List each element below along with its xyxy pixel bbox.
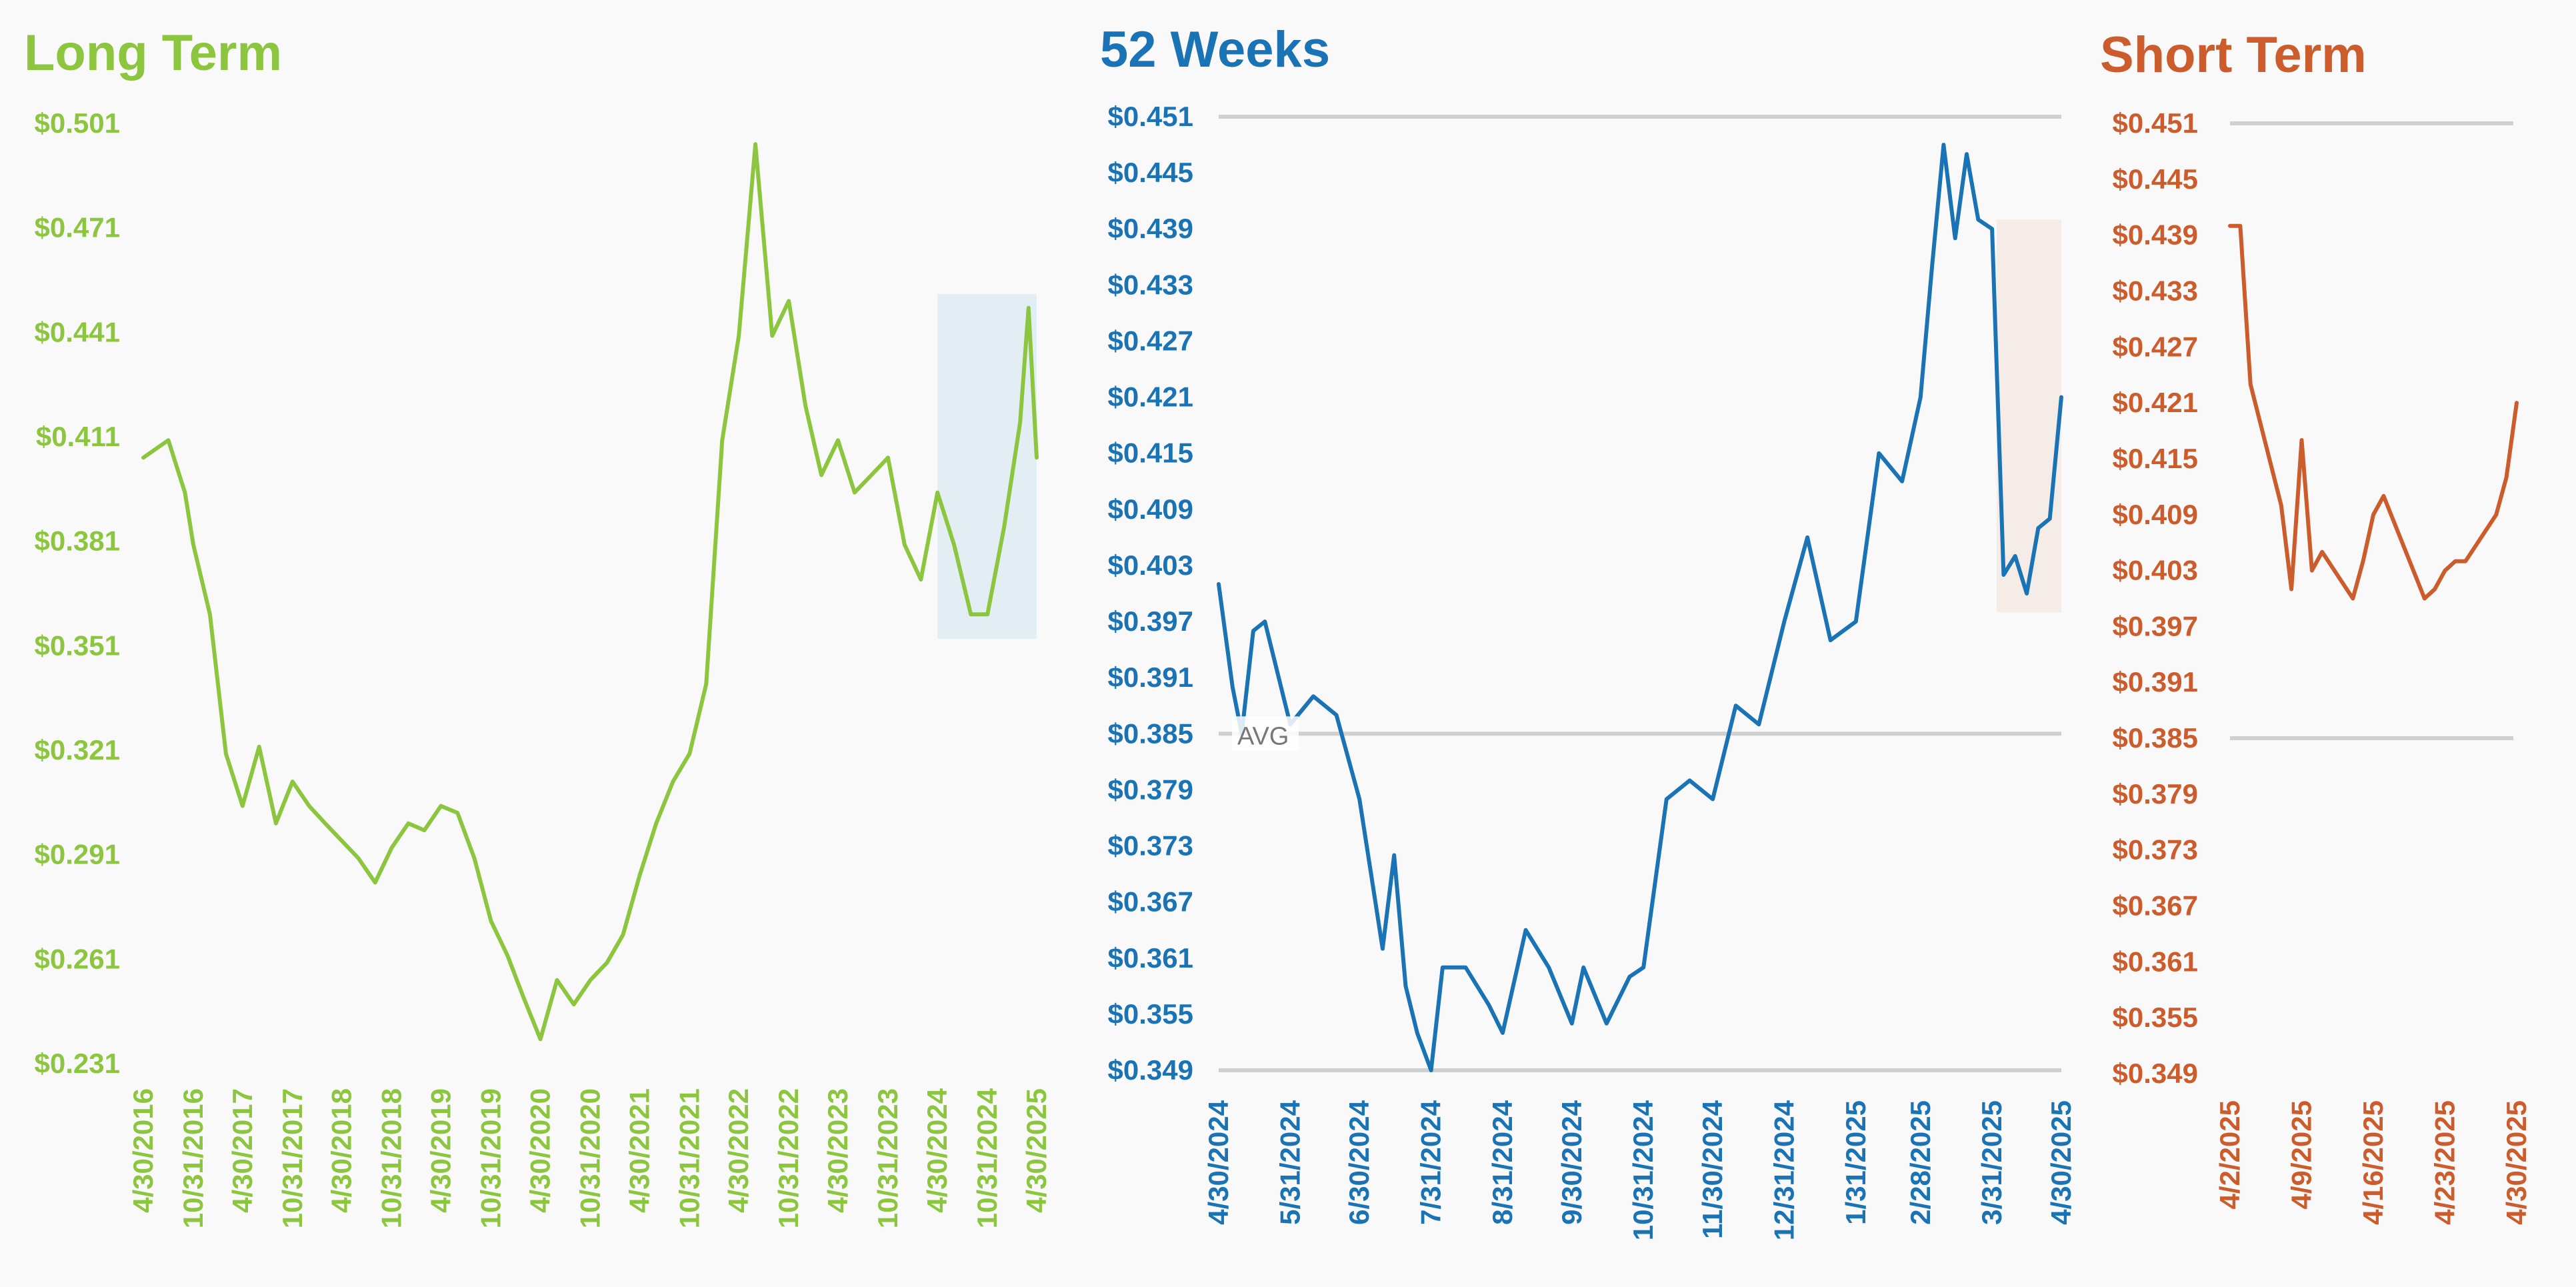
x-tick-label: 10/31/2016 [177, 1088, 209, 1228]
x-tick-label: 4/30/2024 [921, 1088, 953, 1212]
x-tick-label: 4/30/2025 [2045, 1100, 2077, 1225]
highlight-range [937, 293, 1037, 639]
y-tick-label: $0.421 [2113, 387, 2198, 418]
y-tick-label: $0.349 [2113, 1058, 2198, 1089]
y-tick-label: $0.361 [2113, 946, 2198, 977]
y-tick-label: $0.379 [1108, 774, 1193, 805]
x-tick-label: 7/31/2024 [1415, 1100, 1447, 1224]
x-tick-label: 4/30/2025 [2501, 1100, 2532, 1225]
x-tick-label: 4/30/2016 [127, 1088, 159, 1213]
y-tick-label: $0.349 [1108, 1054, 1193, 1086]
y-tick-label: $0.427 [2113, 331, 2198, 362]
x-tick-label: 4/30/2019 [425, 1088, 456, 1213]
avg-label: AVG [1237, 722, 1289, 750]
y-tick-label: $0.427 [1108, 325, 1193, 356]
x-tick-label: 11/30/2024 [1697, 1100, 1728, 1239]
y-tick-label: $0.415 [1108, 437, 1193, 469]
y-tick-label: $0.439 [2113, 219, 2198, 251]
x-tick-label: 10/31/2024 [1627, 1100, 1659, 1240]
chart-title: Short Term [2100, 27, 2367, 83]
x-tick-label: 8/31/2024 [1487, 1100, 1518, 1224]
x-tick-label: 4/23/2025 [2429, 1100, 2461, 1225]
y-tick-label: $0.471 [35, 212, 120, 243]
y-tick-label: $0.441 [35, 316, 120, 347]
chart-panel-2: 52 Weeks $0.451 $0.445 $0.439 $0.433 $0.427 $0… [1100, 21, 2077, 1240]
chart-panel-3: Short Term $0.451 $0.445 $0.439 $0.433 $0.427… [2100, 27, 2532, 1225]
x-tick-label: 10/31/2020 [575, 1088, 606, 1228]
y-tick-label: $0.403 [1108, 549, 1193, 581]
x-tick-label: 6/30/2024 [1343, 1100, 1375, 1224]
y-tick-label: $0.385 [1108, 718, 1193, 749]
avg-label-bg [1232, 716, 1299, 752]
x-tick-label: 4/30/2024 [1203, 1100, 1234, 1224]
y-tick-label: $0.409 [2113, 499, 2198, 530]
y-tick-label: $0.367 [2113, 890, 2198, 922]
x-tick-label: 10/31/2019 [475, 1088, 506, 1228]
y-tick-label: $0.421 [1108, 381, 1193, 413]
price-series-line [141, 142, 1039, 1042]
y-tick-label: $0.367 [1108, 886, 1193, 918]
y-tick-label: $0.411 [36, 421, 120, 452]
y-tick-label: $0.445 [2113, 163, 2198, 195]
chart-panel-1: Long Term $0.501 $0.471 $0.441 $0.411 $0.381 $… [24, 25, 1052, 1228]
y-tick-label: $0.385 [2113, 722, 2198, 754]
x-tick-label: 4/16/2025 [2357, 1100, 2389, 1225]
x-tick-label: 10/31/2017 [277, 1088, 308, 1228]
x-tick-label: 12/31/2024 [1768, 1100, 1799, 1240]
y-tick-label: $0.451 [2113, 107, 2198, 139]
y-tick-label: $0.261 [35, 943, 120, 974]
y-tick-label: $0.397 [1108, 605, 1193, 637]
y-tick-label: $0.397 [2113, 610, 2198, 641]
x-tick-label: 10/31/2023 [872, 1088, 903, 1228]
x-tick-label: 1/31/2025 [1840, 1100, 1871, 1225]
x-tick-label: 4/30/2020 [525, 1088, 556, 1213]
y-tick-label: $0.355 [2113, 1002, 2198, 1033]
x-tick-label: 4/30/2018 [326, 1088, 357, 1213]
y-tick-label: $0.415 [2113, 443, 2198, 474]
y-tick-label: $0.391 [1108, 662, 1193, 693]
x-tick-label: 4/30/2025 [1021, 1088, 1052, 1213]
highlight-range [1997, 219, 2061, 613]
y-tick-label: $0.451 [1108, 101, 1193, 132]
x-tick-label: 10/31/2024 [971, 1088, 1003, 1228]
y-tick-label: $0.409 [1108, 493, 1193, 525]
x-tick-label: 3/31/2025 [1976, 1100, 2007, 1225]
price-series-line [1217, 143, 2063, 1072]
y-tick-label: $0.355 [1108, 998, 1193, 1030]
y-tick-label: $0.379 [2113, 778, 2198, 810]
x-tick-label: 5/31/2024 [1274, 1100, 1305, 1224]
y-tick-label: $0.433 [1108, 269, 1193, 300]
x-tick-label: 4/2/2025 [2214, 1100, 2245, 1210]
x-tick-label: 4/30/2022 [723, 1088, 754, 1213]
y-tick-label: $0.439 [1108, 213, 1193, 244]
y-tick-label: $0.501 [35, 107, 120, 139]
price-series-line [2228, 223, 2519, 601]
y-tick-label: $0.321 [35, 734, 120, 766]
y-tick-label: $0.361 [1108, 942, 1193, 974]
y-tick-label: $0.403 [2113, 555, 2198, 586]
y-tick-label: $0.373 [1108, 830, 1193, 862]
y-tick-label: $0.373 [2113, 834, 2198, 866]
x-tick-label: 4/30/2021 [623, 1088, 655, 1213]
y-tick-label: $0.445 [1108, 157, 1193, 188]
y-tick-label: $0.231 [35, 1048, 120, 1079]
y-tick-label: $0.391 [2113, 666, 2198, 698]
y-tick-label: $0.291 [35, 839, 120, 870]
x-tick-label: 10/31/2021 [673, 1088, 705, 1228]
x-tick-label: 2/28/2025 [1905, 1100, 1936, 1225]
x-tick-label: 10/31/2018 [376, 1088, 407, 1228]
chart-title: 52 Weeks [1100, 21, 1330, 78]
x-tick-label: 10/31/2022 [773, 1088, 804, 1228]
y-tick-label: $0.351 [35, 629, 120, 661]
x-tick-label: 4/30/2017 [227, 1088, 258, 1213]
chart-title: Long Term [24, 25, 282, 81]
x-tick-label: 4/9/2025 [2286, 1100, 2317, 1210]
y-tick-label: $0.381 [35, 525, 120, 557]
y-tick-label: $0.433 [2113, 275, 2198, 306]
x-tick-label: 9/30/2024 [1556, 1100, 1587, 1224]
x-tick-label: 4/30/2023 [822, 1088, 853, 1213]
